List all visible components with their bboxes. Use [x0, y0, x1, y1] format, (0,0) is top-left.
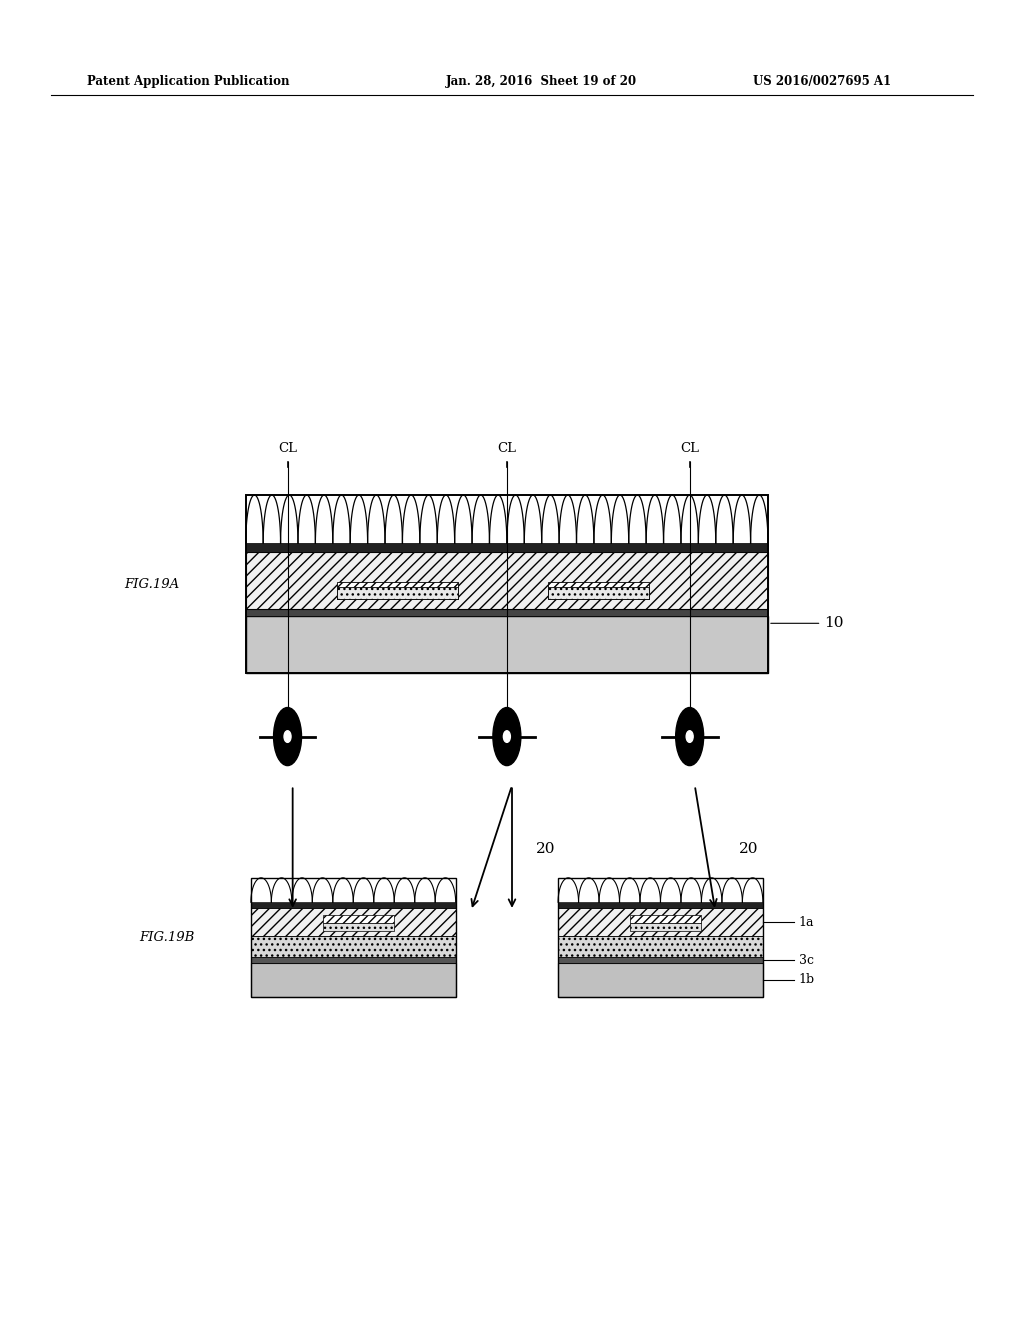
Text: 20: 20: [739, 842, 759, 855]
Bar: [246, 616, 768, 673]
Text: FIG.19B: FIG.19B: [139, 931, 195, 944]
Text: CL: CL: [680, 442, 699, 455]
Text: FIG.19A: FIG.19A: [124, 578, 179, 590]
Bar: [251, 903, 456, 908]
Text: 1a: 1a: [799, 916, 814, 928]
Text: 20: 20: [536, 842, 555, 855]
Bar: [548, 582, 648, 599]
Bar: [337, 582, 458, 599]
Text: Patent Application Publication: Patent Application Publication: [87, 75, 290, 88]
Bar: [558, 957, 763, 964]
Bar: [251, 957, 456, 964]
Ellipse shape: [273, 708, 301, 766]
Text: 10: 10: [771, 616, 844, 631]
Text: CL: CL: [498, 442, 516, 455]
Bar: [246, 543, 768, 552]
Ellipse shape: [676, 708, 703, 766]
Bar: [251, 908, 456, 936]
Ellipse shape: [284, 731, 291, 742]
Text: US 2016/0027695 A1: US 2016/0027695 A1: [753, 75, 891, 88]
Bar: [558, 903, 763, 908]
Bar: [246, 609, 768, 616]
Bar: [251, 964, 456, 997]
Bar: [251, 878, 456, 997]
Bar: [558, 908, 763, 936]
Bar: [558, 878, 763, 997]
Text: 1b: 1b: [799, 973, 815, 986]
Bar: [630, 924, 701, 931]
Bar: [246, 552, 768, 609]
Ellipse shape: [493, 708, 521, 766]
Bar: [558, 936, 763, 957]
Bar: [323, 915, 394, 924]
Bar: [337, 587, 458, 599]
Ellipse shape: [504, 731, 510, 742]
Bar: [630, 915, 701, 924]
Bar: [558, 964, 763, 997]
Bar: [251, 936, 456, 957]
Text: Jan. 28, 2016  Sheet 19 of 20: Jan. 28, 2016 Sheet 19 of 20: [445, 75, 637, 88]
Text: 3c: 3c: [799, 954, 814, 966]
Ellipse shape: [686, 731, 693, 742]
Text: CL: CL: [279, 442, 297, 455]
Bar: [323, 924, 394, 931]
Bar: [246, 495, 768, 673]
Bar: [548, 587, 648, 599]
